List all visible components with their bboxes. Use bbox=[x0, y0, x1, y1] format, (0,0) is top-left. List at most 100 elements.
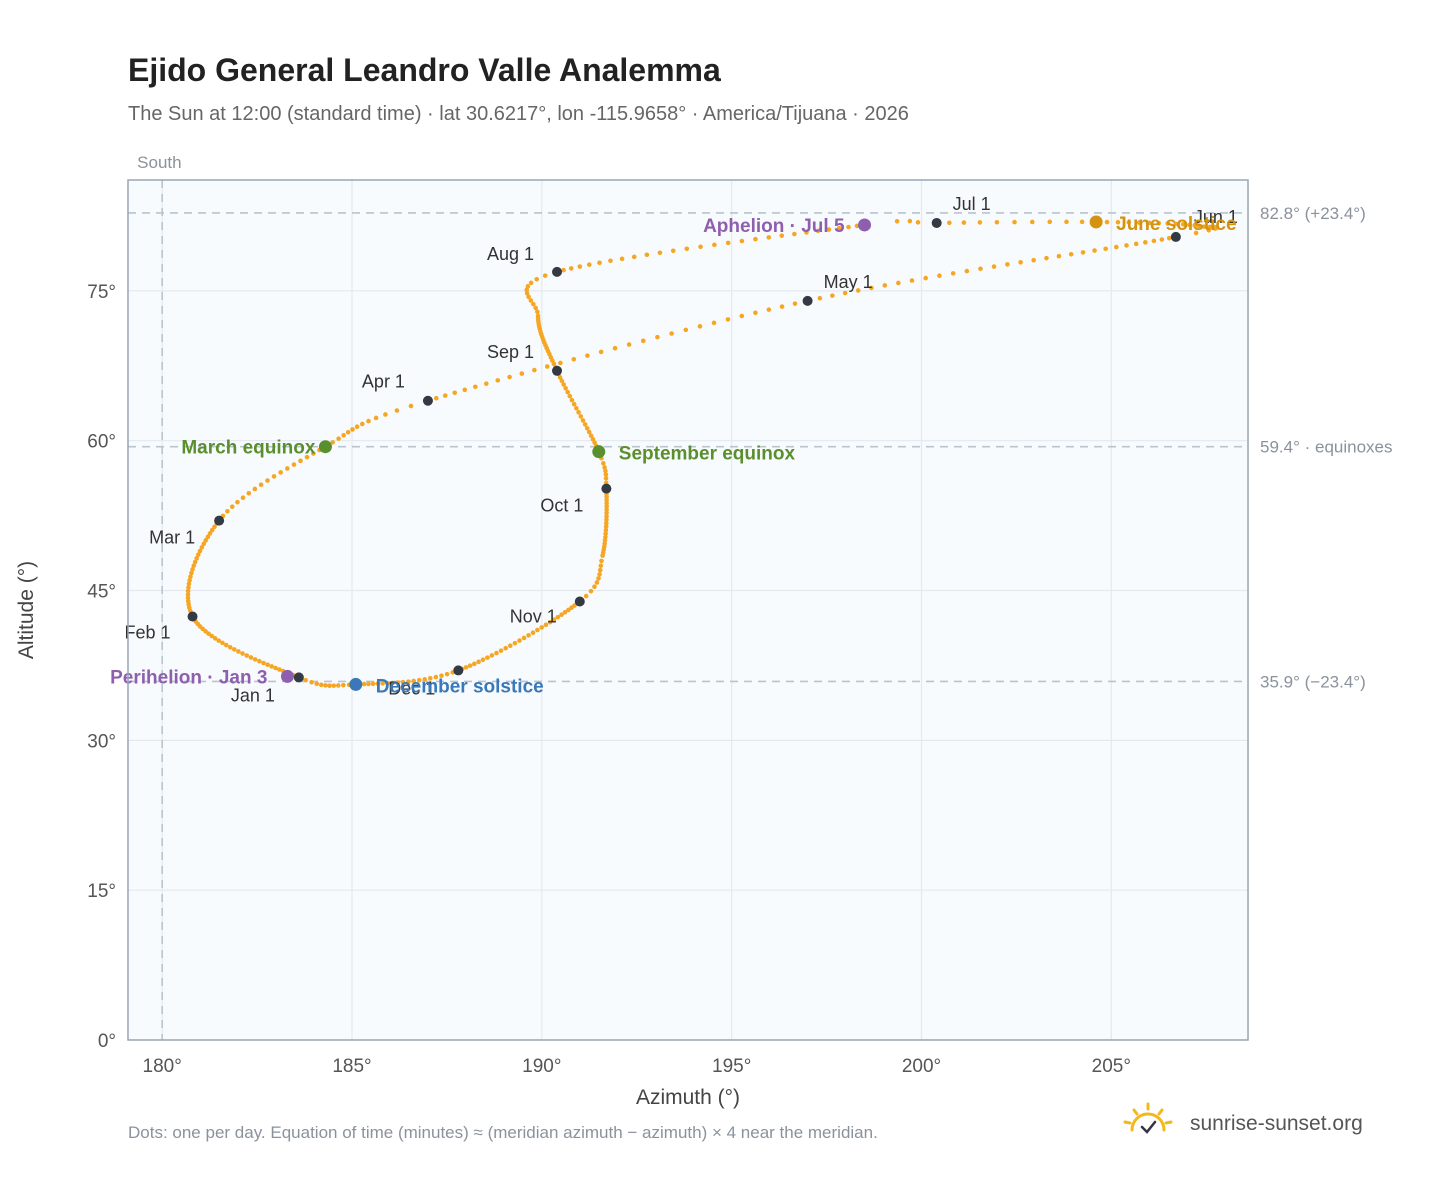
daily-dot bbox=[597, 260, 602, 266]
daily-dot bbox=[345, 429, 351, 435]
daily-dot bbox=[269, 664, 274, 669]
daily-dot bbox=[535, 309, 540, 315]
chart-subtitle: The Sun at 12:00 (standard time) · lat 3… bbox=[128, 103, 909, 125]
daily-dot bbox=[559, 612, 564, 618]
daily-dot bbox=[1201, 224, 1207, 229]
daily-dot bbox=[203, 538, 209, 543]
daily-dot bbox=[439, 673, 444, 679]
daily-dot bbox=[597, 567, 603, 573]
daily-dot bbox=[559, 378, 565, 384]
month-label: Dec 1 bbox=[388, 678, 435, 698]
daily-dot bbox=[937, 273, 942, 279]
daily-dot bbox=[229, 504, 235, 509]
daily-dot bbox=[463, 665, 469, 670]
event-label: September equinox bbox=[619, 444, 796, 465]
daily-dot bbox=[600, 553, 605, 558]
brand[interactable]: sunrise-sunset.org bbox=[1120, 1100, 1420, 1150]
y-tick-label: 15° bbox=[87, 881, 116, 902]
daily-dot bbox=[462, 387, 468, 393]
daily-dot bbox=[604, 514, 609, 519]
daily-dot bbox=[1104, 219, 1110, 225]
daily-dot bbox=[1156, 220, 1162, 226]
daily-dot bbox=[626, 342, 632, 347]
daily-dot bbox=[603, 527, 609, 533]
daily-dot bbox=[473, 384, 478, 390]
daily-dot bbox=[1064, 219, 1069, 225]
daily-dot bbox=[586, 429, 592, 435]
daily-dot bbox=[567, 393, 573, 399]
daily-dot bbox=[597, 572, 602, 577]
daily-dot bbox=[395, 680, 401, 685]
daily-dot bbox=[994, 219, 1000, 225]
daily-dot bbox=[186, 581, 192, 587]
month-markers: Jan 1 Feb 1 Mar 1 Apr 1 May 1 Jun 1 Jul 1 Aug 1… bbox=[125, 194, 1238, 705]
daily-dot bbox=[1012, 219, 1017, 225]
month-label: Sep 1 bbox=[487, 342, 534, 362]
daily-dot bbox=[1166, 235, 1172, 241]
daily-dot bbox=[212, 524, 217, 530]
daily-dot bbox=[669, 331, 674, 336]
daily-dot bbox=[530, 630, 536, 635]
daily-dot bbox=[804, 230, 809, 235]
daily-dot bbox=[185, 595, 191, 601]
daily-dot bbox=[314, 681, 320, 687]
daily-dot bbox=[526, 294, 531, 300]
month-marker bbox=[552, 266, 563, 277]
daily-dot bbox=[476, 659, 481, 665]
month-label: Jul 1 bbox=[953, 194, 991, 214]
daily-dot bbox=[535, 627, 540, 633]
daily-dot bbox=[599, 558, 604, 564]
daily-dot bbox=[817, 295, 823, 301]
daily-dot bbox=[277, 667, 282, 672]
daily-dot bbox=[1080, 250, 1086, 255]
daily-dot bbox=[670, 248, 676, 254]
daily-dot bbox=[561, 267, 566, 273]
daily-dot bbox=[792, 231, 797, 237]
daily-dot bbox=[612, 345, 618, 351]
daily-dot bbox=[298, 458, 303, 464]
daily-dot bbox=[584, 425, 590, 431]
daily-dot bbox=[188, 574, 193, 579]
daily-dot bbox=[533, 305, 538, 311]
daily-dot bbox=[190, 567, 195, 572]
event-label: June solstice bbox=[1116, 214, 1236, 235]
daily-dot bbox=[248, 655, 254, 660]
daily-dot bbox=[792, 301, 798, 306]
daily-dot bbox=[341, 432, 346, 438]
daily-dot bbox=[563, 385, 568, 391]
month-label: Mar 1 bbox=[149, 528, 195, 548]
daily-dot bbox=[1115, 219, 1121, 225]
daily-dot bbox=[1165, 221, 1170, 226]
reference-label: 35.9° (−23.4°) bbox=[1260, 672, 1366, 691]
daily-dot bbox=[192, 559, 198, 565]
daily-dot bbox=[1044, 255, 1049, 261]
daily-dot bbox=[225, 508, 230, 514]
month-marker bbox=[422, 395, 433, 406]
daily-dot bbox=[539, 625, 545, 630]
daily-dot bbox=[534, 276, 540, 282]
event-marker bbox=[858, 218, 872, 232]
daily-dot bbox=[385, 680, 390, 686]
daily-dot bbox=[444, 671, 450, 677]
y-tick-label: 45° bbox=[87, 582, 116, 603]
daily-dot bbox=[826, 227, 832, 232]
daily-dot bbox=[961, 220, 967, 225]
daily-dot bbox=[766, 307, 772, 312]
daily-dot bbox=[571, 401, 577, 407]
daily-dot bbox=[753, 236, 758, 242]
daily-dot bbox=[503, 645, 508, 651]
daily-dot bbox=[604, 520, 609, 526]
daily-dot bbox=[565, 389, 570, 395]
daily-dot bbox=[467, 663, 473, 668]
daily-dot bbox=[766, 235, 772, 240]
daily-dot bbox=[739, 313, 745, 319]
daily-dot bbox=[561, 382, 566, 387]
daily-dot bbox=[442, 393, 448, 398]
daily-dot bbox=[472, 661, 477, 667]
daily-dot bbox=[411, 678, 417, 684]
daily-dot bbox=[408, 403, 414, 409]
daily-dot bbox=[394, 408, 400, 413]
month-label: Apr 1 bbox=[362, 372, 405, 392]
daily-dot bbox=[947, 220, 952, 226]
daily-dot bbox=[422, 677, 428, 682]
